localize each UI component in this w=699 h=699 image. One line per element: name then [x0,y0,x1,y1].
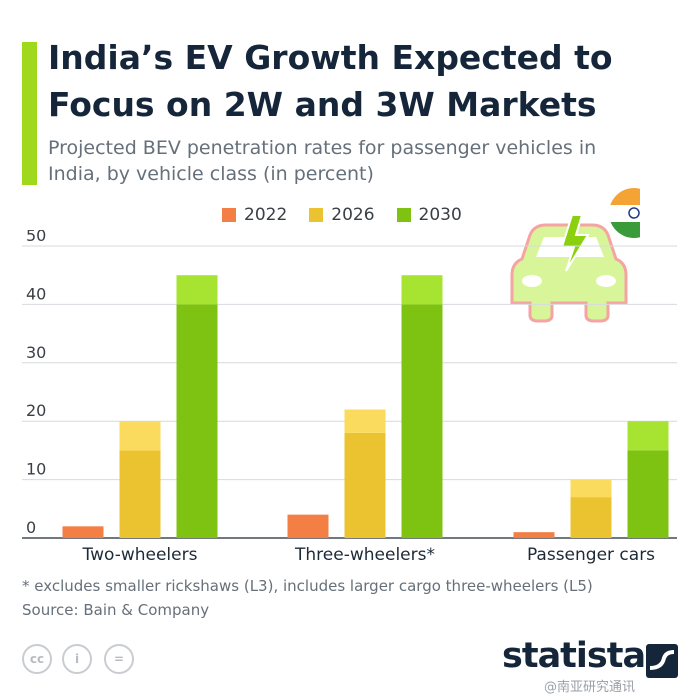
title-accent-bar [22,42,37,185]
bar-2026-2-upper [570,479,612,498]
x-category-label: Passenger cars [527,545,655,565]
chart-subtitle: Projected BEV penetration rates for pass… [48,137,597,185]
statista-logo[interactable]: statista [502,636,646,676]
bar-2030-1-upper [401,275,443,305]
legend-item-2026: 2026 [309,205,375,225]
legend-swatch-2022 [222,208,236,222]
chart-title: India’s EV Growth Expected to Focus on 2… [48,38,613,124]
bar-2022-2 [513,532,555,538]
bar-2030-1-lower [401,304,443,538]
legend-swatch-2026 [309,208,324,222]
bar-layer [62,275,669,538]
bar-2030-2-upper [627,421,669,451]
legend-item-2030: 2030 [396,205,462,225]
legend-label-2026: 2026 [331,205,375,225]
label-layer: 0 10 20 30 40 50 Two-wheelers Three-wheelers* Pa… [26,230,655,565]
y-tick-label: 40 [26,284,46,303]
source-note: Source: Bain & Company [22,601,210,619]
bar-2026-0-lower [119,450,161,538]
legend: 2022 2026 2030 [222,204,462,226]
y-tick-label: 30 [26,343,46,362]
y-tick-label: 50 [26,230,46,245]
bar-2022-1 [287,514,329,538]
attribution-icon[interactable]: i [62,644,92,674]
legend-label-2030: 2030 [418,205,462,225]
legend-label-2022: 2022 [244,205,288,225]
bar-2030-0-upper [176,275,218,305]
watermark: @南亚研究通讯 [544,680,636,695]
bar-2026-1-upper [344,409,386,433]
cc-icon[interactable]: cc [22,644,52,674]
legend-item-2022: 2022 [222,205,287,225]
bar-2026-0-upper [119,421,161,451]
bar-2026-1-lower [344,432,386,538]
legend-swatch-2030 [396,208,411,222]
x-category-label: Two-wheelers [82,545,198,565]
bar-2030-0-lower [176,304,218,538]
y-tick-label: 10 [26,460,46,479]
x-category-label: Three-wheelers* [294,545,435,565]
bar-2030-2-lower [627,450,669,538]
no-derivatives-icon[interactable]: = [104,644,134,674]
footnote: * excludes smaller rickshaws (L3), inclu… [22,577,593,595]
bar-2026-2-lower [570,497,612,538]
bar-2022-0 [62,526,104,538]
y-tick-label: 20 [26,401,46,420]
y-tick-label: 0 [26,518,36,537]
statista-logo-mark [646,644,678,678]
bar-chart: 0 10 20 30 40 50 Two-wheelers Three-wheelers* Pa… [22,230,677,565]
electric-car-icon [510,188,640,323]
